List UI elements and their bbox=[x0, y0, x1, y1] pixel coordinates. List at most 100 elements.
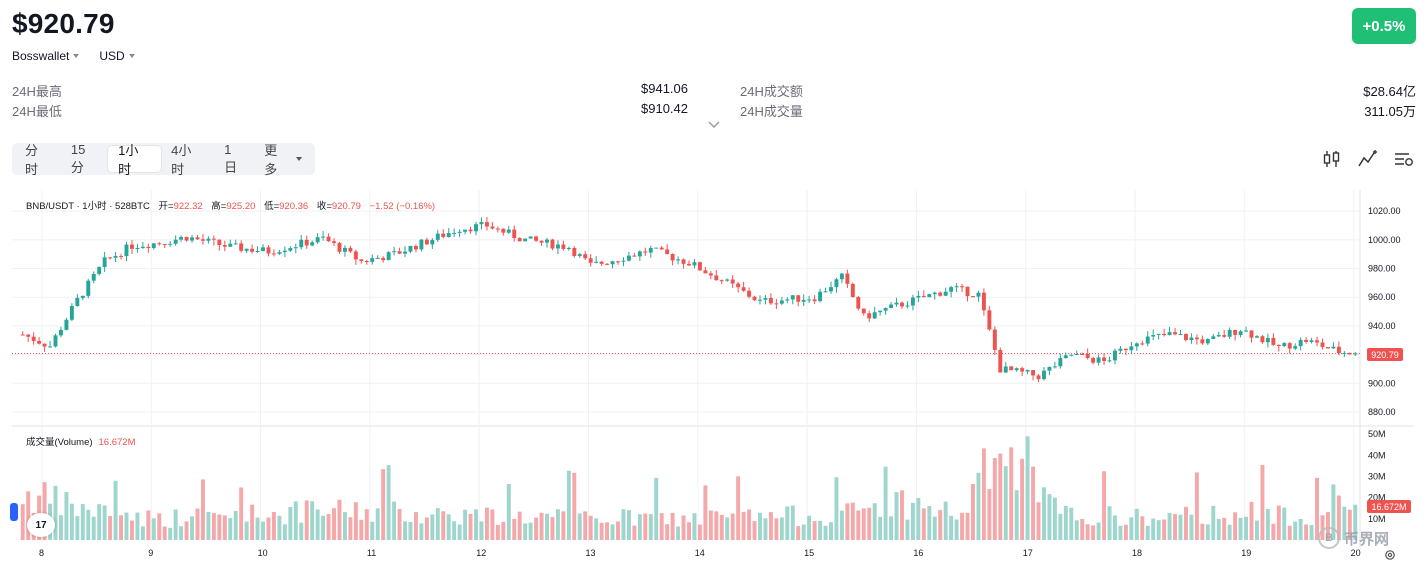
volume-bar bbox=[1293, 521, 1298, 540]
tab-label: 1小时 bbox=[118, 143, 139, 177]
candle-body bbox=[965, 286, 970, 297]
volume-bar bbox=[670, 512, 675, 540]
volume-bar bbox=[1315, 477, 1320, 540]
tab-timeframe-1h[interactable]: 1小时 bbox=[108, 143, 162, 177]
timeframe-bar: 分时 15分 1小时 4小时 1日 更多 bbox=[12, 142, 315, 177]
volume-bar bbox=[807, 515, 812, 540]
caret-down-icon bbox=[296, 157, 303, 161]
legend-high-key: 高= bbox=[211, 201, 227, 212]
candle-body bbox=[1014, 368, 1019, 371]
volume-bar bbox=[1145, 525, 1150, 540]
volume-bar bbox=[921, 508, 926, 540]
volume-bar bbox=[370, 521, 375, 540]
tab-timeframe-more[interactable]: 更多 bbox=[254, 143, 312, 177]
x-tick-label: 12 bbox=[476, 548, 486, 558]
candle-body bbox=[692, 262, 697, 266]
tradingview-logo[interactable]: 17 bbox=[27, 513, 55, 537]
candle-body bbox=[413, 245, 418, 250]
candle-body bbox=[206, 238, 211, 241]
volume-bar bbox=[1216, 518, 1221, 540]
candle-body bbox=[1244, 330, 1249, 332]
candle-body bbox=[157, 243, 162, 245]
candle-body bbox=[1249, 330, 1254, 338]
candle-body bbox=[250, 248, 255, 252]
watermark-coin-icon: B bbox=[1318, 527, 1340, 549]
volume-24h-label: 24H成交量 bbox=[740, 104, 803, 119]
candle-body bbox=[1134, 343, 1139, 347]
price-chart[interactable]: 1020.001000.00980.00960.00940.00920.0090… bbox=[12, 190, 1414, 562]
candle-body bbox=[1315, 340, 1320, 343]
volume-bar bbox=[102, 505, 107, 540]
volume-bar bbox=[1189, 514, 1194, 540]
candle-body bbox=[823, 291, 828, 293]
candle-body bbox=[1145, 336, 1150, 344]
candle-body bbox=[1167, 332, 1172, 336]
candle-body bbox=[1211, 336, 1216, 339]
candle-body bbox=[708, 273, 713, 276]
candle-body bbox=[610, 261, 615, 265]
volume-bar bbox=[605, 522, 610, 540]
candle-body bbox=[626, 255, 631, 261]
volume-legend-value: 16.672M bbox=[98, 437, 136, 448]
candle-body bbox=[266, 247, 271, 254]
volume-bar bbox=[1063, 505, 1068, 540]
candle-body bbox=[659, 247, 664, 250]
volume-bar bbox=[1178, 514, 1183, 540]
candle-body bbox=[801, 299, 806, 302]
candle-body bbox=[463, 229, 468, 232]
volume-bar bbox=[1184, 506, 1188, 540]
price-change-badge: +0.5% bbox=[1352, 8, 1416, 44]
side-panel-handle[interactable] bbox=[10, 503, 18, 521]
settings-list-icon[interactable] bbox=[1394, 150, 1414, 168]
chart-legend: BNB/USDT · 1小时 · 528BTC 开=922.32 高=925.2… bbox=[26, 198, 435, 212]
volume-bar bbox=[856, 510, 861, 540]
tab-timeframe-line[interactable]: 分时 bbox=[15, 143, 61, 177]
volume-bar bbox=[741, 511, 746, 540]
volume-bar bbox=[266, 517, 271, 540]
volume-bar bbox=[1238, 517, 1243, 540]
volume-bar bbox=[681, 515, 686, 540]
volume-bar bbox=[1009, 447, 1014, 540]
last-price-tag: 920.79 bbox=[1367, 348, 1403, 361]
candle-body bbox=[1331, 346, 1336, 349]
candle-body bbox=[277, 252, 282, 254]
volume-bar bbox=[943, 501, 948, 540]
tab-timeframe-4h[interactable]: 4小时 bbox=[161, 143, 214, 177]
volume-bar bbox=[397, 509, 402, 540]
expand-chevron-icon[interactable] bbox=[707, 120, 721, 130]
currency-selector[interactable]: USD bbox=[99, 49, 135, 63]
candle-body bbox=[987, 310, 992, 330]
turnover-24h-value: $28.64亿 bbox=[1363, 84, 1416, 99]
candle-body bbox=[981, 292, 986, 311]
candle-body bbox=[332, 241, 336, 243]
indicator-icon[interactable] bbox=[1358, 150, 1378, 168]
volume-bar bbox=[1173, 513, 1178, 540]
candle-body bbox=[605, 263, 610, 265]
volume-bar bbox=[271, 512, 276, 540]
gear-icon[interactable] bbox=[1384, 549, 1396, 561]
volume-bar bbox=[1255, 520, 1259, 540]
wallet-selector[interactable]: Bosswallet bbox=[12, 49, 80, 63]
volume-bar bbox=[1025, 436, 1030, 540]
candle-body bbox=[878, 310, 883, 313]
volume-bar bbox=[1085, 524, 1090, 540]
candle-body bbox=[102, 257, 107, 268]
candle-body bbox=[1347, 352, 1352, 355]
tab-timeframe-15m[interactable]: 15分 bbox=[61, 142, 108, 175]
candle-body bbox=[528, 236, 533, 239]
volume-bar bbox=[353, 502, 358, 540]
volume-bar bbox=[1249, 501, 1254, 540]
volume-bar bbox=[151, 518, 156, 540]
volume-bar bbox=[326, 514, 331, 540]
volume-bar bbox=[282, 524, 287, 540]
candle-body bbox=[1200, 339, 1205, 344]
candle-body bbox=[790, 295, 795, 300]
volume-bar bbox=[424, 517, 429, 540]
volume-bar bbox=[1014, 490, 1019, 540]
tab-timeframe-1d[interactable]: 1日 bbox=[214, 142, 254, 175]
candlestick-icon[interactable] bbox=[1322, 150, 1342, 168]
candle-body bbox=[1058, 358, 1063, 367]
volume-bar bbox=[588, 515, 593, 540]
candle-body bbox=[812, 299, 817, 302]
volume-bar bbox=[572, 472, 577, 540]
